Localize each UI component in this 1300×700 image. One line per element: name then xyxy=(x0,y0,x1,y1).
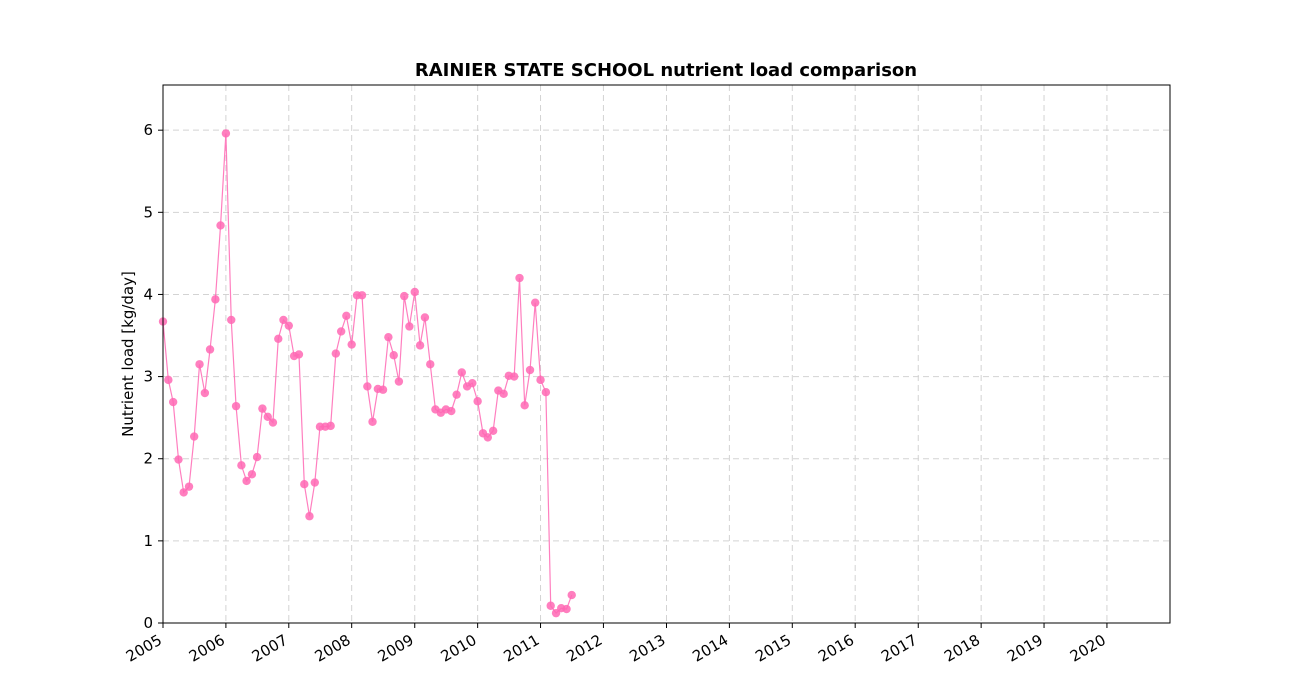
data-point xyxy=(562,604,571,614)
data-point xyxy=(363,382,372,391)
data-point xyxy=(164,375,173,385)
y-tick-label: 6 xyxy=(143,121,153,139)
data-point xyxy=(457,368,466,377)
data-point xyxy=(258,404,267,413)
data-point xyxy=(394,377,404,386)
data-point xyxy=(168,397,178,407)
data-point xyxy=(200,388,210,398)
data-point xyxy=(447,406,456,416)
data-point xyxy=(326,421,335,431)
y-tick-label: 4 xyxy=(143,285,153,303)
data-point xyxy=(536,375,545,385)
grid xyxy=(162,85,1170,624)
data-point xyxy=(389,351,398,360)
x-tick-label: 2015 xyxy=(752,631,794,666)
data-point xyxy=(420,313,430,322)
x-tick-label: 2013 xyxy=(626,631,668,666)
y-tick-label: 3 xyxy=(143,368,153,386)
data-point xyxy=(546,601,555,610)
data-point xyxy=(525,365,535,375)
data-point xyxy=(499,389,508,399)
data-point xyxy=(347,340,356,349)
data-point xyxy=(410,287,419,297)
x-tick-label: 2008 xyxy=(312,631,354,666)
data-point xyxy=(242,476,251,486)
data-point xyxy=(274,334,283,344)
y-tick-label: 5 xyxy=(143,203,153,221)
data-point xyxy=(310,478,320,487)
x-tick-label: 2016 xyxy=(815,631,857,666)
data-point xyxy=(473,397,482,406)
data-point xyxy=(300,479,309,489)
x-tick-label: 2006 xyxy=(186,631,228,666)
data-point xyxy=(468,378,477,388)
data-point xyxy=(415,341,425,350)
data-point xyxy=(237,461,246,470)
data-point xyxy=(331,349,341,358)
data-point xyxy=(426,360,435,369)
data-point xyxy=(211,295,220,304)
data-point xyxy=(174,455,183,464)
data-point xyxy=(205,345,215,354)
data-point xyxy=(294,350,304,359)
data-point xyxy=(336,327,346,336)
data-point xyxy=(195,360,204,369)
data-point xyxy=(221,129,231,138)
x-tick-label: 2005 xyxy=(123,631,165,666)
data-point xyxy=(520,401,529,410)
data-point xyxy=(384,332,393,342)
y-tick-label: 1 xyxy=(143,532,153,550)
data-point xyxy=(357,291,367,300)
data-point xyxy=(541,387,551,397)
data-point xyxy=(263,412,272,422)
data-point xyxy=(268,418,278,427)
data-point xyxy=(483,433,493,442)
data-point xyxy=(227,315,236,325)
data-point xyxy=(378,385,388,394)
data-point xyxy=(216,221,225,230)
data-point xyxy=(305,512,314,521)
data-point xyxy=(405,322,414,331)
data-point xyxy=(284,321,293,330)
data-point xyxy=(342,311,351,321)
x-tick-label: 2012 xyxy=(563,631,605,666)
x-tick-label: 2009 xyxy=(375,631,417,666)
data-point xyxy=(179,488,188,497)
data-point xyxy=(452,390,461,399)
data-point xyxy=(231,401,241,411)
data-point xyxy=(400,291,409,301)
x-tick-label: 2011 xyxy=(500,631,542,666)
x-tick-label: 2020 xyxy=(1067,631,1109,666)
data-point xyxy=(279,315,288,325)
data-point xyxy=(368,417,377,426)
data-point xyxy=(530,298,540,307)
y-tick-label: 0 xyxy=(143,614,153,632)
y-tick-label: 2 xyxy=(143,450,153,468)
data-point xyxy=(247,470,257,479)
data-point xyxy=(567,590,576,600)
data-point xyxy=(184,482,194,491)
chart-title: RAINIER STATE SCHOOL nutrient load compa… xyxy=(415,60,917,81)
x-tick-label: 2014 xyxy=(689,631,731,666)
data-point xyxy=(515,273,524,283)
x-tick-label: 2017 xyxy=(878,631,920,666)
x-tick-label: 2007 xyxy=(249,631,291,666)
x-tick-label: 2010 xyxy=(438,631,480,666)
data-series xyxy=(158,129,576,618)
axis-ticks: 0 1 2 3 4 5 6 2005 2006 2007 2008 2009 2010 2011 2012 2… xyxy=(123,121,1109,665)
data-point xyxy=(189,432,199,441)
x-tick-label: 2018 xyxy=(941,631,983,666)
data-point xyxy=(488,426,498,435)
x-tick-label: 2019 xyxy=(1004,631,1046,666)
data-point xyxy=(509,372,519,381)
data-point xyxy=(252,452,262,462)
y-axis-label: Nutrient load [kg/day] xyxy=(119,271,137,437)
